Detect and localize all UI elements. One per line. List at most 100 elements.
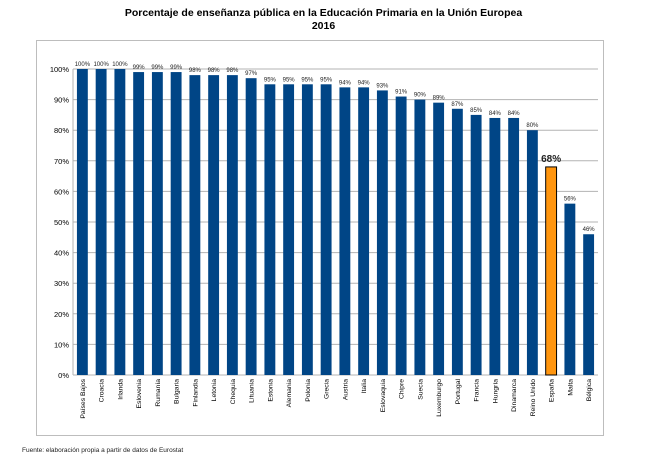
x-tick-label: Finlandia bbox=[192, 379, 199, 407]
bars bbox=[76, 69, 595, 376]
bar bbox=[508, 117, 520, 376]
bar bbox=[114, 69, 126, 375]
chart-title-text: Porcentaje de enseñanza pública en la Ed… bbox=[124, 7, 523, 19]
bar bbox=[133, 72, 145, 375]
bar bbox=[170, 72, 182, 375]
value-label: 95% bbox=[320, 77, 333, 83]
chart-title: Porcentaje de enseñanza pública en la Ed… bbox=[0, 7, 647, 33]
value-label-highlight: 68% bbox=[541, 154, 561, 165]
y-tick-label: 70% bbox=[54, 157, 69, 166]
bar bbox=[301, 84, 313, 376]
value-label: 80% bbox=[526, 123, 539, 129]
x-tick-label: Eslovenia bbox=[136, 379, 143, 409]
bar bbox=[208, 75, 220, 376]
x-tick-label: Suecia bbox=[417, 379, 424, 400]
bar bbox=[264, 84, 276, 376]
bar bbox=[583, 234, 595, 375]
value-label: 100% bbox=[75, 62, 91, 68]
bar bbox=[395, 96, 407, 375]
x-tick-label: Dinamarca bbox=[511, 379, 518, 412]
x-tick-label: Estonia bbox=[267, 379, 274, 402]
bar bbox=[358, 87, 370, 376]
bar bbox=[433, 102, 445, 375]
x-tick-label: Grecia bbox=[324, 379, 331, 399]
y-tick-label: 10% bbox=[54, 340, 69, 349]
bar bbox=[151, 72, 163, 375]
x-tick-label: Hungría bbox=[492, 379, 499, 403]
value-label: 90% bbox=[414, 93, 427, 99]
y-tick-label: 30% bbox=[54, 279, 69, 288]
y-tick-label: 60% bbox=[54, 187, 69, 196]
y-tick-label: 20% bbox=[54, 310, 69, 319]
x-tick-label: Eslovaquia bbox=[380, 379, 387, 412]
value-label: 87% bbox=[451, 102, 464, 108]
x-tick-label: Italia bbox=[361, 379, 368, 394]
value-label: 84% bbox=[508, 111, 521, 117]
bar bbox=[376, 90, 388, 376]
bar bbox=[564, 203, 576, 375]
x-tick-label: Bélgica bbox=[586, 379, 593, 402]
x-tick-label: Letonia bbox=[211, 379, 218, 402]
value-label: 56% bbox=[564, 197, 577, 203]
x-tick-label: Países Bajos bbox=[80, 378, 87, 418]
x-tick-label: Alemania bbox=[286, 379, 293, 408]
x-tick-label: Reino Unido bbox=[530, 379, 537, 417]
y-tick-label: 0% bbox=[58, 371, 69, 380]
value-label: 89% bbox=[433, 96, 446, 102]
x-tick-label: España bbox=[549, 379, 556, 402]
bar bbox=[245, 78, 257, 376]
bar bbox=[489, 117, 501, 376]
x-tick-label: Francia bbox=[474, 379, 481, 402]
bar bbox=[76, 69, 88, 375]
x-tick-label: Lituania bbox=[249, 379, 256, 403]
x-tick-label: Rumanía bbox=[155, 379, 162, 407]
x-tick-label: Irlanda bbox=[117, 379, 124, 400]
x-tick-label: Chipre bbox=[399, 379, 406, 399]
value-label: 95% bbox=[264, 77, 277, 83]
bar bbox=[470, 114, 482, 376]
x-axis-tick-labels: Países Bajos Croacia Irlanda Eslovenia Ruman… bbox=[80, 378, 593, 418]
bar bbox=[526, 130, 538, 375]
x-tick-label: Austria bbox=[342, 379, 349, 400]
value-label: 46% bbox=[583, 227, 596, 233]
y-tick-label: 40% bbox=[54, 249, 69, 258]
bar-highlight bbox=[545, 166, 558, 376]
value-label: 95% bbox=[301, 77, 314, 83]
value-label: 100% bbox=[93, 62, 109, 68]
value-label: 84% bbox=[489, 111, 502, 117]
x-tick-label: Luxemburgo bbox=[436, 379, 443, 417]
y-tick-label: 50% bbox=[54, 218, 69, 227]
chart-frame bbox=[36, 40, 604, 436]
x-tick-label: Malta bbox=[567, 379, 574, 396]
value-label: 91% bbox=[395, 90, 408, 96]
x-tick-label: Chequia bbox=[230, 379, 237, 405]
bar bbox=[414, 99, 426, 375]
value-label: 99% bbox=[151, 65, 164, 71]
x-tick-label: Portugal bbox=[455, 379, 462, 405]
value-label: 98% bbox=[208, 68, 221, 74]
y-tick-label: 100% bbox=[50, 65, 70, 74]
value-label: 94% bbox=[358, 80, 371, 86]
bar bbox=[339, 87, 351, 376]
value-labels: 100% 100% 100%99% 99% 99%98% 98% 98%97%95% 95% 9… bbox=[75, 62, 596, 233]
value-label: 98% bbox=[226, 68, 239, 74]
chart-subtitle-text: 2016 bbox=[311, 20, 336, 32]
x-tick-label: Croacia bbox=[99, 379, 106, 403]
x-tick-label: Polonia bbox=[305, 379, 312, 402]
y-tick-label: 80% bbox=[54, 126, 69, 135]
bar bbox=[95, 69, 107, 375]
bar bbox=[226, 75, 238, 376]
value-label: 94% bbox=[339, 80, 352, 86]
value-label: 99% bbox=[170, 65, 183, 71]
value-label: 93% bbox=[376, 83, 389, 89]
value-label: 85% bbox=[470, 108, 483, 114]
value-label: 97% bbox=[245, 71, 258, 77]
source-note: Fuente: elaboración propia a partir de d… bbox=[22, 447, 184, 454]
value-label: 95% bbox=[283, 77, 296, 83]
y-tick-label: 90% bbox=[54, 96, 69, 105]
bar bbox=[451, 108, 463, 375]
bar bbox=[189, 75, 201, 376]
value-label: 100% bbox=[112, 62, 128, 68]
x-tick-label: Bulgaria bbox=[174, 379, 181, 404]
